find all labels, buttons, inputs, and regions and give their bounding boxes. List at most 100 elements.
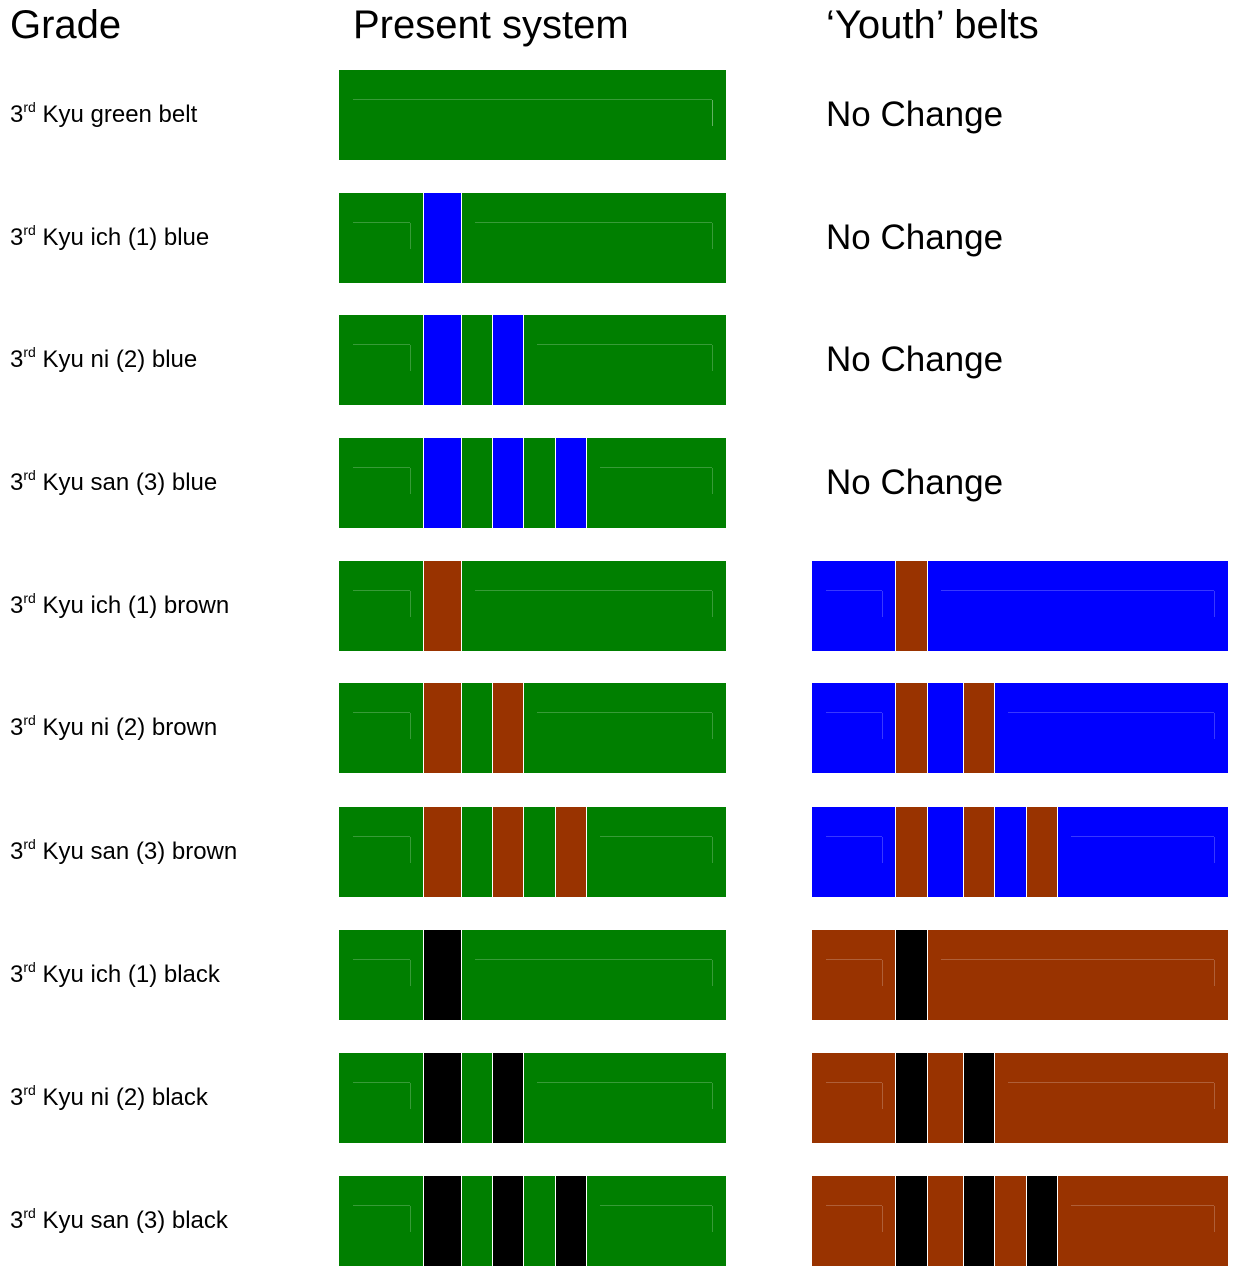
belt-fold-line <box>882 1206 883 1232</box>
belt-fold-line <box>1008 712 1214 713</box>
belt-separator <box>461 1176 462 1266</box>
belt-fold-line <box>537 344 712 345</box>
belt-fold-line <box>537 712 712 713</box>
present-belt <box>339 561 726 651</box>
grade-number: 3 <box>10 1084 23 1111</box>
youth-no-change: No Change <box>826 218 1003 258</box>
belt-separator <box>1057 1176 1058 1266</box>
present-belt <box>339 70 726 160</box>
grade-number: 3 <box>10 346 23 373</box>
grade-label: 3rd Kyu ich (1) black <box>10 961 220 989</box>
belt-fold-line <box>1214 713 1215 739</box>
grade-label: 3rd Kyu ich (1) blue <box>10 224 209 252</box>
grade-label: 3rd Kyu ich (1) brown <box>10 592 229 620</box>
belt-separator <box>927 561 928 651</box>
belt-stripe <box>896 807 927 897</box>
grade-name: Kyu san (3) black <box>36 1207 228 1234</box>
belt-fold-line <box>353 959 410 960</box>
belt-fold-line <box>826 1082 882 1083</box>
belt-fold-line <box>353 836 410 837</box>
belt-fold-line <box>826 836 882 837</box>
belt-fold-line <box>712 345 713 371</box>
belt-fold-line <box>826 959 882 960</box>
belt-fold-line <box>712 713 713 739</box>
youth-belt <box>812 561 1228 651</box>
belt-fold-line <box>712 960 713 986</box>
belt-fold-line <box>600 467 712 468</box>
belt-fold-line <box>712 1206 713 1232</box>
grade-name: Kyu ni (2) blue <box>36 346 197 373</box>
belt-stripe <box>424 807 461 897</box>
belt-stripe <box>964 807 994 897</box>
youth-no-change: No Change <box>826 463 1003 503</box>
belt-fold-line <box>712 468 713 494</box>
belt-stripe <box>964 1176 994 1266</box>
belt-separator <box>523 1053 524 1143</box>
youth-belt <box>812 930 1228 1020</box>
belt-fold-line <box>1214 591 1215 617</box>
belt-stripe <box>493 315 523 405</box>
belt-fold-line <box>712 591 713 617</box>
belt-stripe <box>964 683 994 773</box>
belt-separator <box>523 807 524 897</box>
belt-stripe <box>896 930 927 1020</box>
belt-stripe <box>424 1053 461 1143</box>
belt-separator <box>523 683 524 773</box>
belt-fold-line <box>1214 837 1215 863</box>
belt-stripe <box>424 561 461 651</box>
belt-fold-line <box>353 712 410 713</box>
grade-number: 3 <box>10 714 23 741</box>
belt-separator <box>461 930 462 1020</box>
belt-stripe <box>424 438 461 528</box>
belt-separator <box>461 315 462 405</box>
grade-number: 3 <box>10 101 23 128</box>
belt-fold-line <box>712 100 713 126</box>
belt-separator <box>994 683 995 773</box>
present-belt <box>339 1176 726 1266</box>
belt-stripe <box>493 683 523 773</box>
grade-name: Kyu san (3) brown <box>36 838 237 865</box>
belt-separator <box>586 438 587 528</box>
belt-fold-line <box>1071 1205 1214 1206</box>
belt-fold-line <box>537 1082 712 1083</box>
belt-fold-line <box>410 713 411 739</box>
belt-fold-line <box>475 959 712 960</box>
belt-fold-line <box>353 590 410 591</box>
grade-label: 3rd Kyu ni (2) brown <box>10 714 217 742</box>
belt-separator <box>927 807 928 897</box>
belt-stripe <box>1027 807 1057 897</box>
grade-name: Kyu ni (2) brown <box>36 714 217 741</box>
belt-fold-line <box>410 468 411 494</box>
belt-separator <box>461 193 462 283</box>
youth-belt <box>812 683 1228 773</box>
belt-fold-line <box>826 590 882 591</box>
belt-fold-line <box>353 222 410 223</box>
grade-number: 3 <box>10 961 23 988</box>
belt-stripe <box>424 193 461 283</box>
belt-separator <box>994 807 995 897</box>
belt-stripe <box>896 1176 927 1266</box>
grade-name: Kyu ni (2) black <box>36 1084 208 1111</box>
belt-stripe <box>556 807 586 897</box>
belt-fold-line <box>826 1205 882 1206</box>
youth-belt <box>812 1053 1228 1143</box>
grade-label: 3rd Kyu ni (2) blue <box>10 346 197 374</box>
belt-stripe <box>493 1176 523 1266</box>
belt-separator <box>523 1176 524 1266</box>
belt-fold-line <box>882 960 883 986</box>
belt-fold-line <box>410 837 411 863</box>
grade-ordinal-suffix: rd <box>23 222 35 238</box>
belt-fold-line <box>882 713 883 739</box>
belt-fold-line <box>712 223 713 249</box>
belt-fold-line <box>410 960 411 986</box>
header-present-system: Present system <box>353 0 629 50</box>
belt-fold-line <box>410 223 411 249</box>
belt-stripe <box>424 930 461 1020</box>
belt-fold-line <box>826 712 882 713</box>
grade-name: Kyu san (3) blue <box>36 469 217 496</box>
grade-number: 3 <box>10 592 23 619</box>
present-belt <box>339 930 726 1020</box>
belt-separator <box>461 561 462 651</box>
grade-name: Kyu ich (1) blue <box>36 224 209 251</box>
youth-no-change: No Change <box>826 95 1003 135</box>
